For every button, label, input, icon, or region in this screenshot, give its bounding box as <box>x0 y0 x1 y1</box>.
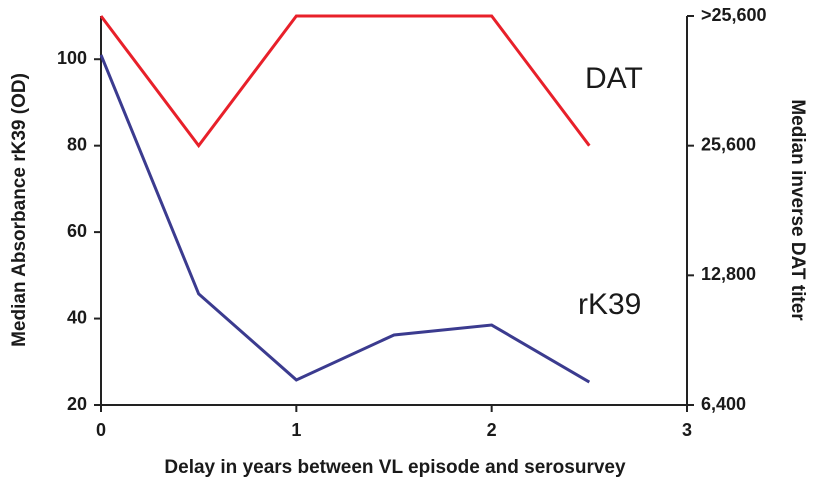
x-tick-label: 3 <box>682 420 692 440</box>
y2-tick-label: 6,400 <box>701 394 746 414</box>
y2-tick-label: 12,800 <box>701 264 756 284</box>
series-line <box>99 54 591 384</box>
y-axis-title: Median Absorbance rK39 (OD) <box>9 73 30 347</box>
y-tick-label: 80 <box>67 134 87 154</box>
y-tick-label: 100 <box>57 48 87 68</box>
y2-tick-label: >25,600 <box>701 5 767 25</box>
y2-axis-title: Median inverse DAT titer <box>787 99 808 321</box>
series-line <box>99 14 591 149</box>
x-axis-title: Delay in years between VL episode and se… <box>164 457 626 478</box>
y-tick-label: 40 <box>67 307 87 327</box>
x-tick-label: 2 <box>487 420 497 440</box>
series-label: DAT <box>585 62 643 95</box>
x-tick-label: 0 <box>96 420 106 440</box>
y-tick-label: 60 <box>67 221 87 241</box>
y2-tick-label: 25,600 <box>701 134 756 154</box>
y-tick-label: 20 <box>67 394 87 414</box>
x-tick-label: 1 <box>291 420 301 440</box>
series-label: rK39 <box>578 288 641 321</box>
